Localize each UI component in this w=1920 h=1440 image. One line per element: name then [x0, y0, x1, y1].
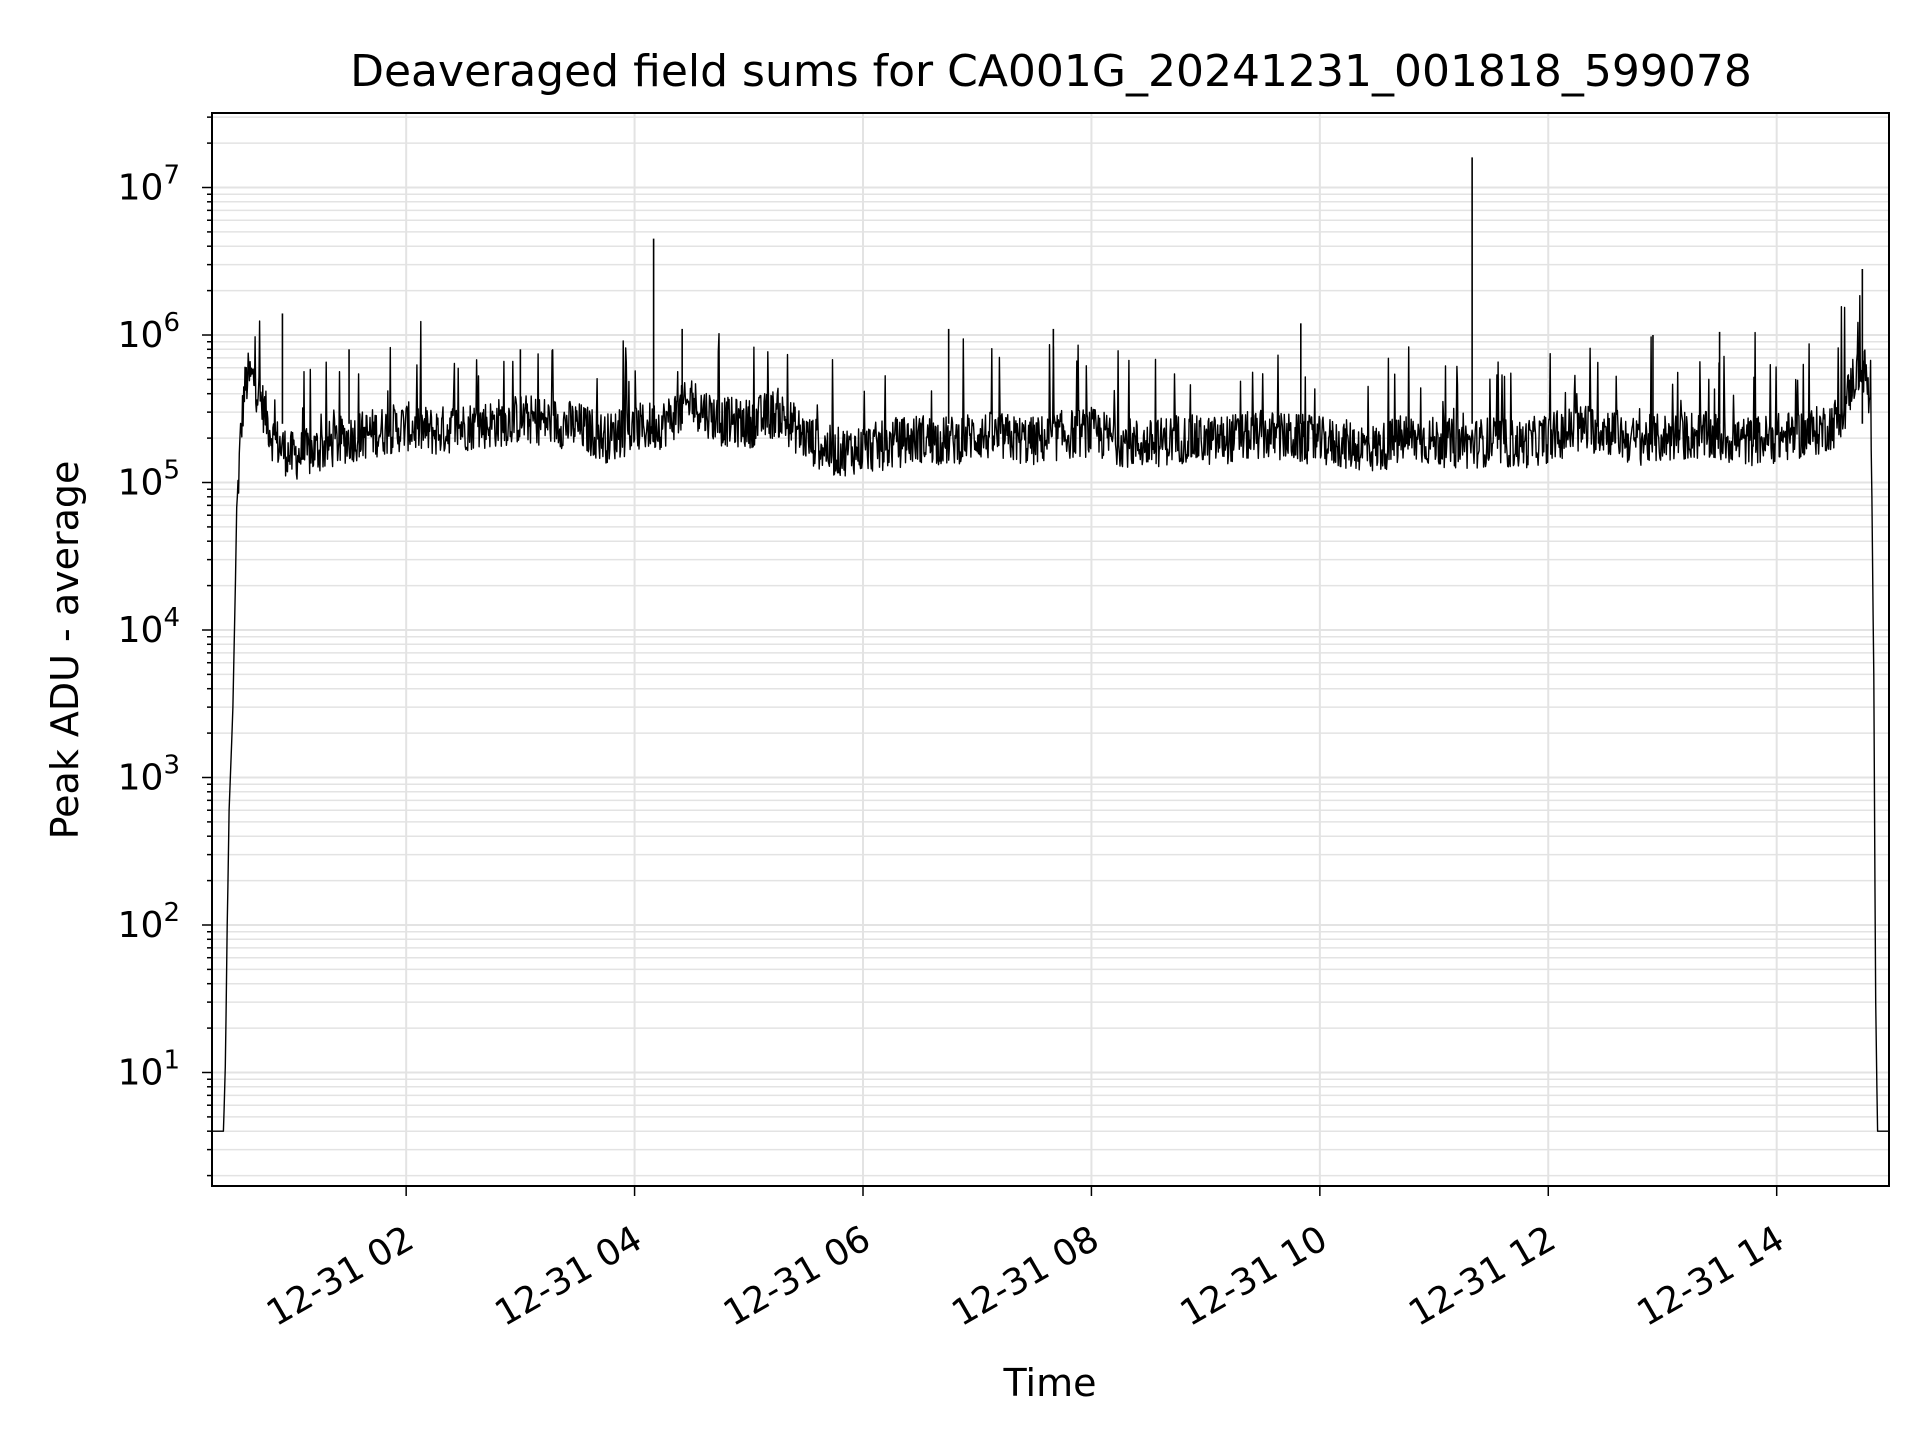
y-tick-label: 105 — [118, 456, 180, 504]
grid — [212, 113, 1889, 1186]
y-tick-label: 106 — [118, 308, 180, 356]
x-axis-label: Time — [1003, 1361, 1097, 1405]
spike-series — [281, 157, 1864, 424]
y-tick-label: 103 — [118, 750, 180, 798]
y-tick-label: 101 — [118, 1045, 180, 1093]
plot-frame — [211, 112, 1890, 1187]
chart-title: Deaveraged field sums for CA001G_2024123… — [350, 46, 1752, 97]
y-tick-label: 104 — [118, 603, 180, 651]
y-tick-label: 102 — [118, 898, 180, 946]
y-axis-label: Peak ADU - average — [43, 461, 87, 840]
y-tick-label: 107 — [118, 161, 180, 209]
